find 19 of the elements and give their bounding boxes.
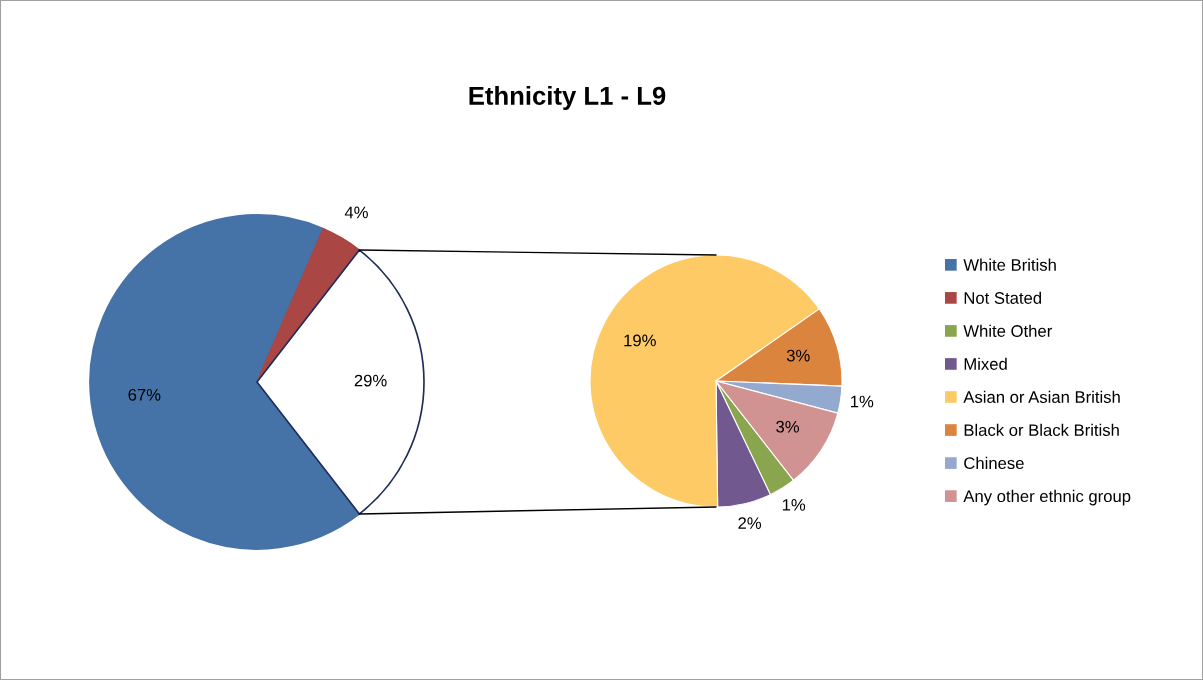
- legend-label: Chinese: [964, 456, 1024, 470]
- data-label: 4%: [344, 206, 368, 219]
- legend-label: White British: [963, 258, 1056, 271]
- data-label: 67%: [128, 388, 161, 401]
- legend-label: Not Stated: [964, 291, 1042, 304]
- legend-label: Any other ethnic group: [963, 489, 1131, 506]
- data-label: 2%: [738, 517, 762, 529]
- legend-label: Mixed: [964, 357, 1007, 370]
- data-label: 19%: [624, 334, 656, 347]
- legend-label: White Other: [963, 324, 1052, 337]
- data-label: 1%: [851, 395, 874, 408]
- pie-slice: [256, 249, 425, 515]
- data-label: 3%: [776, 420, 799, 433]
- data-label: 3%: [786, 349, 810, 362]
- legend-label: Asian or Asian British: [963, 390, 1120, 403]
- data-label: 29%: [354, 374, 387, 387]
- chart-title: Ethnicity L1 - L9: [469, 86, 666, 110]
- data-label: 1%: [782, 499, 806, 511]
- legend-label: Black or Black British: [964, 423, 1119, 437]
